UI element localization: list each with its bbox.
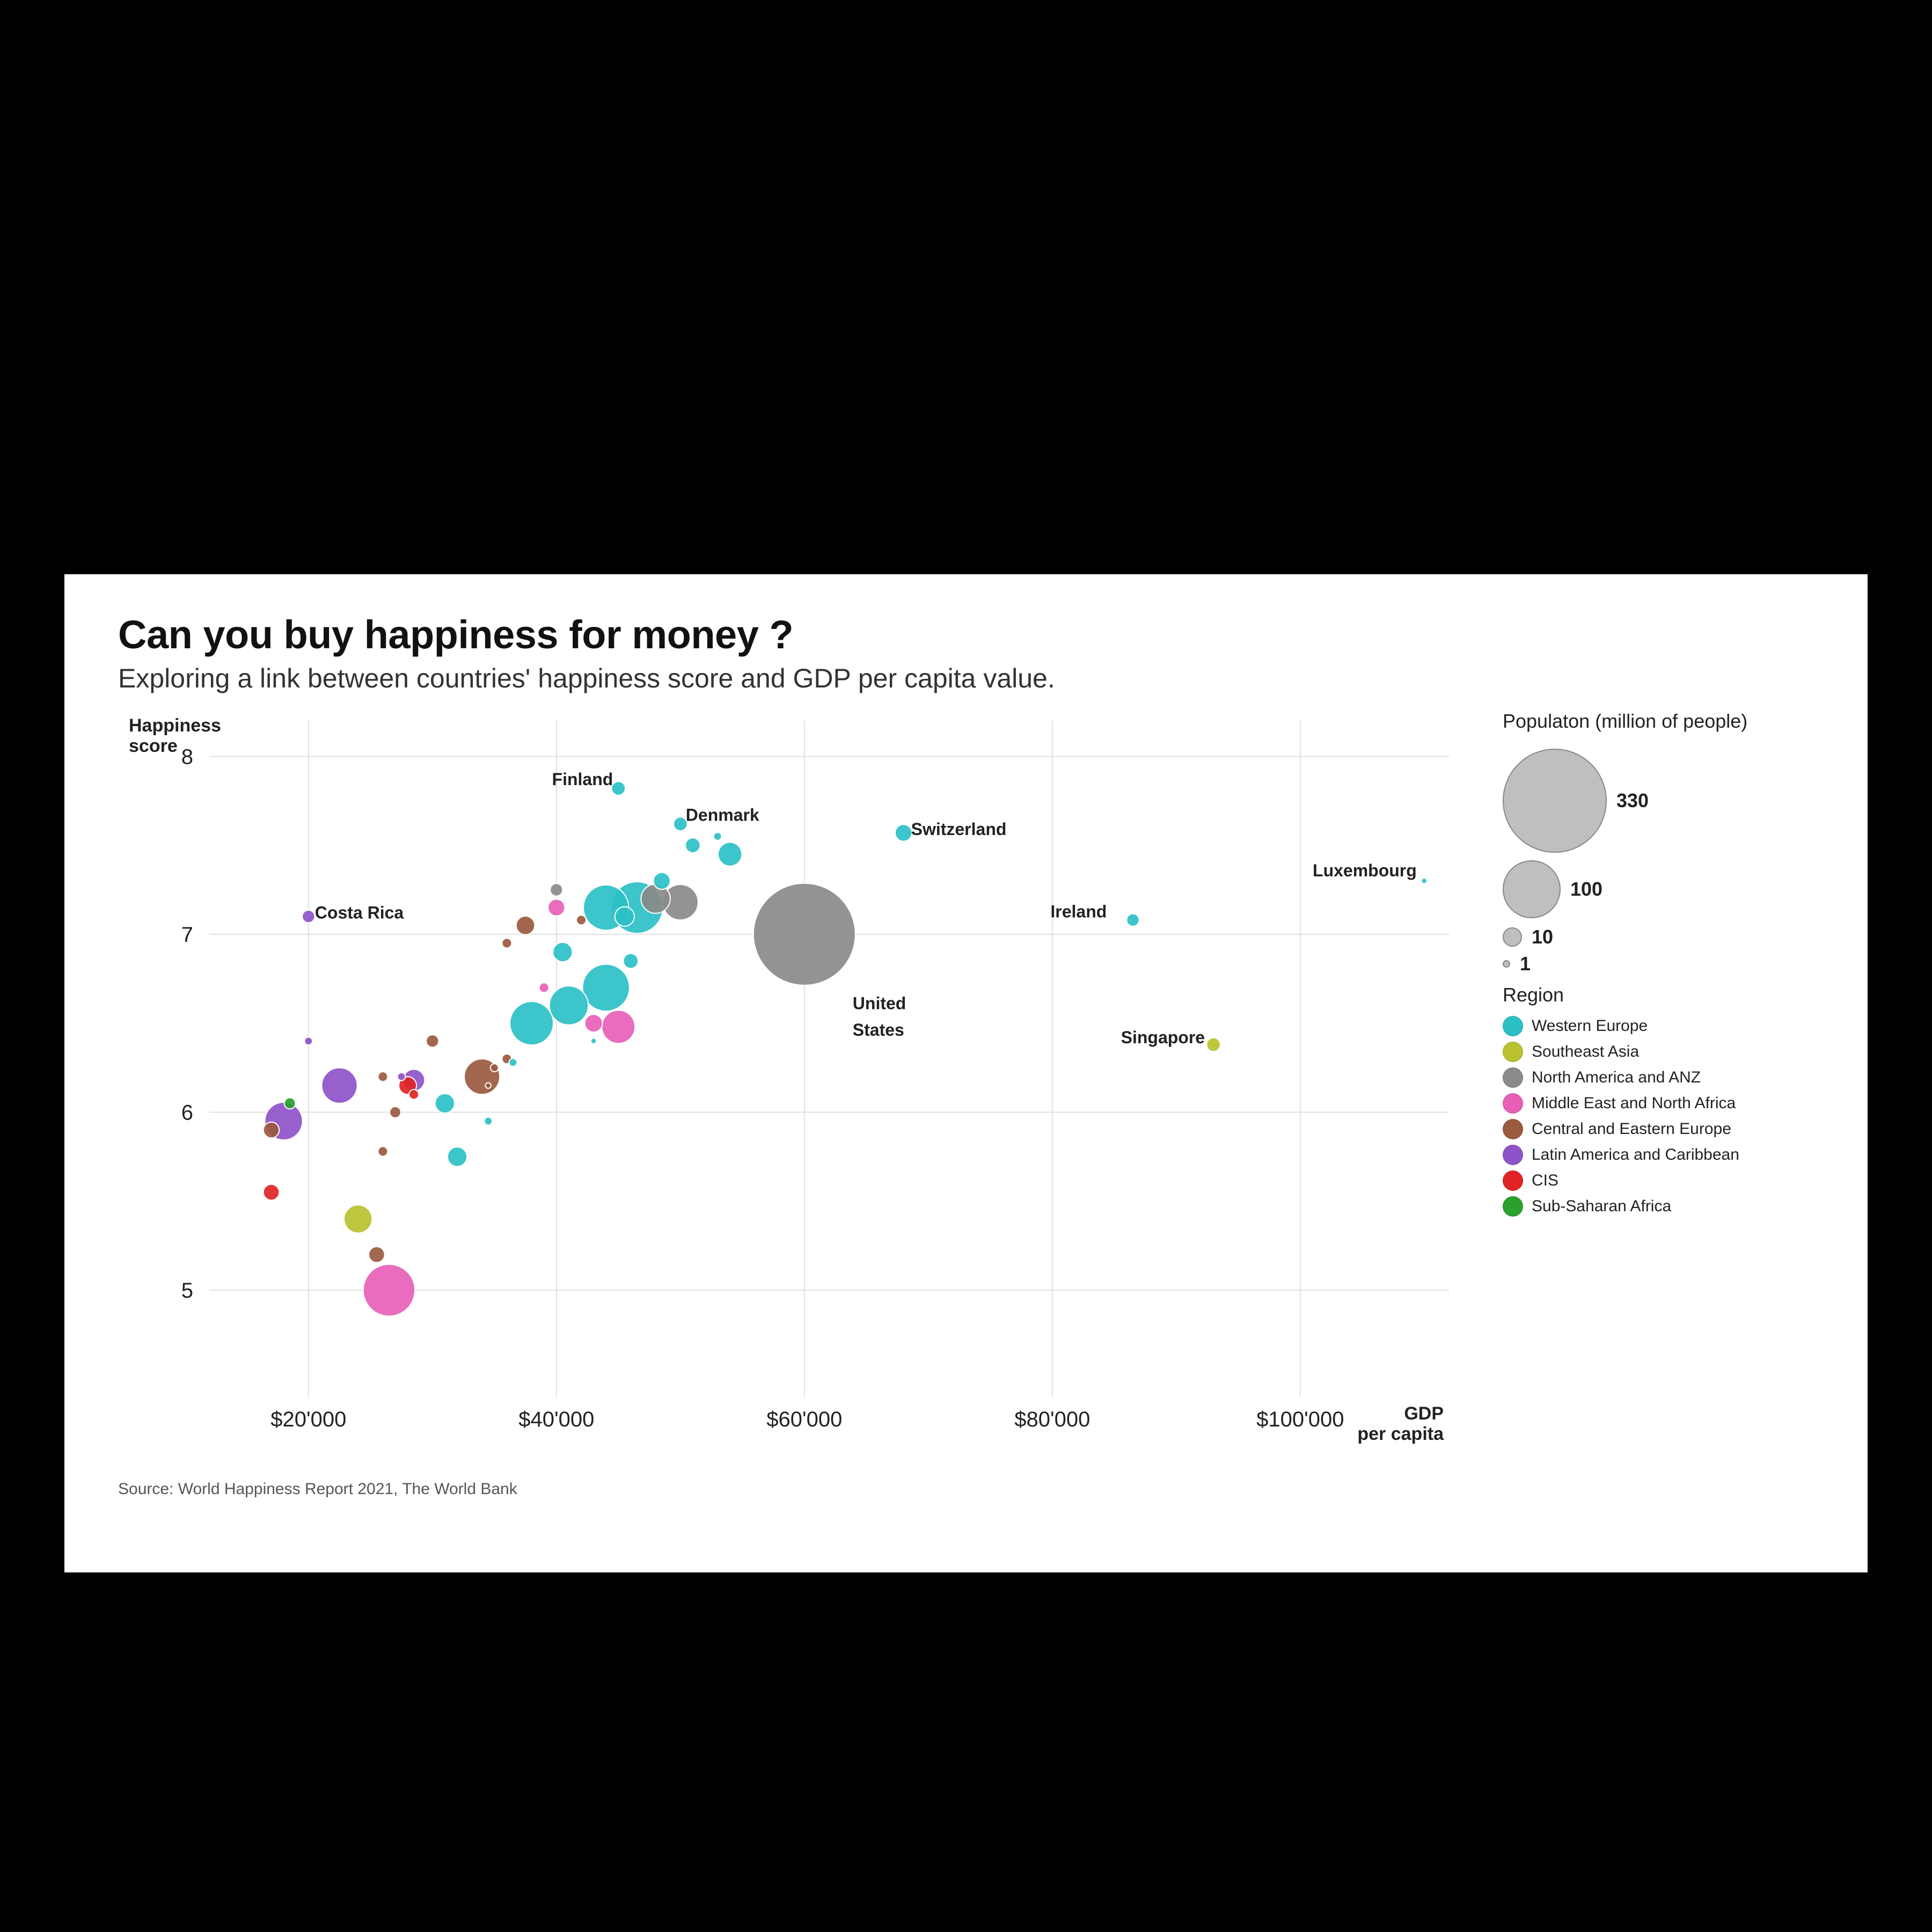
region-label: Middle East and North Africa [1532,1094,1736,1113]
region-legend-item: Central and Eastern Europe [1503,1119,1825,1139]
size-legend-circle [1503,749,1607,853]
chart-plot-wrap: $20'000 $40'000 $60'000 $80'000 $100'000 5 6 7 8… [118,710,1470,1464]
size-legend-row: 330 [1503,749,1649,853]
size-legend-circle [1503,860,1561,918]
region-legend-item: CIS [1503,1170,1825,1191]
svg-text:States: States [853,1020,904,1040]
svg-text:per capita: per capita [1357,1424,1444,1444]
svg-text:Switzerland: Switzerland [911,819,1007,839]
size-legend-circle [1503,927,1522,947]
size-legend-circle [1503,960,1510,968]
region-swatch [1503,1170,1523,1191]
page-canvas: Can you buy happiness for money ? Explor… [0,0,1932,1932]
svg-text:$60'000: $60'000 [766,1408,842,1431]
region-label: Western Europe [1532,1017,1648,1035]
size-legend-row: 100 [1503,860,1602,918]
svg-text:Singapore: Singapore [1121,1028,1205,1047]
svg-text:$100'000: $100'000 [1256,1408,1344,1431]
svg-text:GDP: GDP [1404,1403,1444,1424]
svg-text:6: 6 [181,1101,193,1124]
region-legend-item: Middle East and North Africa [1503,1093,1825,1114]
svg-text:$40'000: $40'000 [518,1408,594,1431]
size-legend-label: 330 [1616,789,1649,812]
region-label: Central and Eastern Europe [1532,1120,1731,1138]
region-legend-item: Southeast Asia [1503,1042,1825,1062]
svg-text:score: score [129,736,178,756]
size-legend: 330100101 [1503,749,1825,968]
region-legend-title: Region [1503,984,1825,1006]
region-swatch [1503,1042,1523,1062]
region-label: Sub-Saharan Africa [1532,1197,1671,1216]
svg-text:$80'000: $80'000 [1014,1408,1090,1431]
svg-text:5: 5 [181,1279,193,1302]
region-legend: Western Europe Southeast Asia North Americ… [1503,1016,1825,1217]
bubble-scatter-plot: $20'000 $40'000 $60'000 $80'000 $100'000 5 6 7 8… [118,710,1470,1461]
region-legend-item: Western Europe [1503,1016,1825,1036]
size-legend-row: 1 [1503,953,1531,975]
region-label: North America and ANZ [1532,1069,1701,1087]
region-swatch [1503,1093,1523,1114]
svg-text:United: United [853,993,906,1013]
source-footnote: Source: World Happiness Report 2021, The… [118,1480,1825,1498]
chart-subtitle: Exploring a link between countries' happ… [118,663,1825,694]
svg-text:Costa Rica: Costa Rica [315,903,404,923]
svg-text:Happiness: Happiness [129,715,221,736]
region-legend-item: Sub-Saharan Africa [1503,1196,1825,1217]
size-legend-title: Populaton (million of people) [1503,710,1825,733]
region-swatch [1503,1119,1523,1139]
region-label: CIS [1532,1172,1558,1190]
region-label: Latin America and Caribbean [1532,1146,1739,1164]
size-legend-label: 1 [1520,953,1531,975]
region-swatch [1503,1196,1523,1217]
region-label: Southeast Asia [1532,1043,1639,1061]
svg-text:Finland: Finland [552,770,613,789]
chart-row: $20'000 $40'000 $60'000 $80'000 $100'000 5 6 7 8… [118,710,1825,1464]
svg-text:7: 7 [181,923,193,947]
region-legend-item: North America and ANZ [1503,1067,1825,1088]
chart-card: Can you buy happiness for money ? Explor… [64,574,1868,1572]
legend-column: Populaton (million of people) 330100101 … [1503,710,1825,1222]
region-swatch [1503,1016,1523,1036]
chart-title: Can you buy happiness for money ? [118,612,1825,657]
size-legend-label: 10 [1532,926,1553,948]
size-legend-label: 100 [1570,878,1602,901]
svg-text:$20'000: $20'000 [270,1408,346,1431]
svg-text:Denmark: Denmark [686,805,759,824]
svg-text:8: 8 [181,745,193,769]
region-swatch [1503,1145,1523,1165]
svg-text:Ireland: Ireland [1050,902,1107,921]
region-swatch [1503,1067,1523,1088]
region-legend-item: Latin America and Caribbean [1503,1145,1825,1165]
svg-text:Luxembourg: Luxembourg [1313,861,1417,880]
size-legend-row: 10 [1503,926,1553,948]
